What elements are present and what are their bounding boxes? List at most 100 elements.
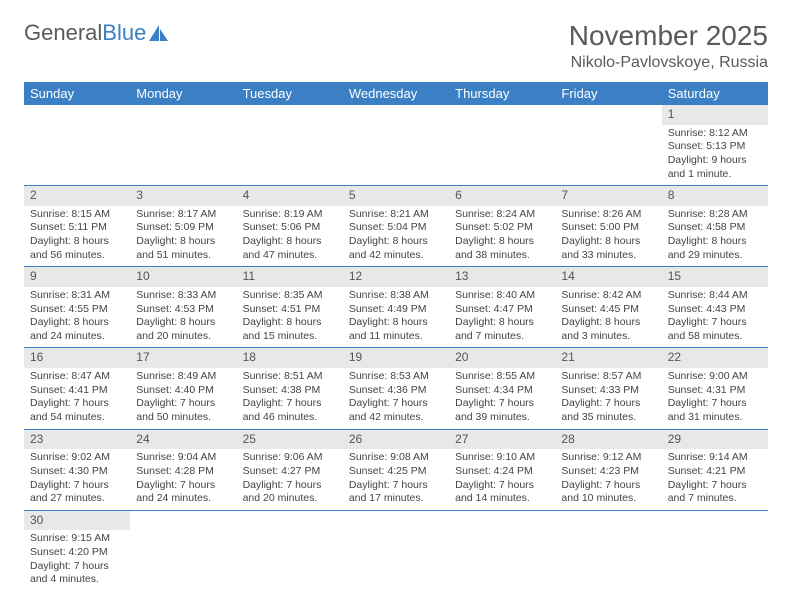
day-details: Sunrise: 9:10 AMSunset: 4:24 PMDaylight:… — [449, 449, 555, 510]
day-details: Sunrise: 8:51 AMSunset: 4:38 PMDaylight:… — [237, 368, 343, 429]
day-details: Sunrise: 9:06 AMSunset: 4:27 PMDaylight:… — [237, 449, 343, 510]
day-number: 2 — [24, 186, 130, 206]
calendar-cell: 9Sunrise: 8:31 AMSunset: 4:55 PMDaylight… — [24, 267, 130, 348]
calendar-row: 9Sunrise: 8:31 AMSunset: 4:55 PMDaylight… — [24, 267, 768, 348]
day-number: 20 — [449, 348, 555, 368]
day-number: 16 — [24, 348, 130, 368]
calendar-cell: 28Sunrise: 9:12 AMSunset: 4:23 PMDayligh… — [555, 429, 661, 510]
weekday-header: Thursday — [449, 82, 555, 105]
day-number: 5 — [343, 186, 449, 206]
day-details: Sunrise: 9:14 AMSunset: 4:21 PMDaylight:… — [662, 449, 768, 510]
day-details: Sunrise: 8:24 AMSunset: 5:02 PMDaylight:… — [449, 206, 555, 267]
calendar-cell: 25Sunrise: 9:06 AMSunset: 4:27 PMDayligh… — [237, 429, 343, 510]
day-number: 7 — [555, 186, 661, 206]
calendar-cell: 1Sunrise: 8:12 AMSunset: 5:13 PMDaylight… — [662, 105, 768, 186]
calendar-cell — [449, 105, 555, 186]
day-details: Sunrise: 9:08 AMSunset: 4:25 PMDaylight:… — [343, 449, 449, 510]
day-details: Sunrise: 8:44 AMSunset: 4:43 PMDaylight:… — [662, 287, 768, 348]
day-number: 15 — [662, 267, 768, 287]
day-details: Sunrise: 8:19 AMSunset: 5:06 PMDaylight:… — [237, 206, 343, 267]
day-number: 1 — [662, 105, 768, 125]
day-number: 21 — [555, 348, 661, 368]
calendar-cell: 12Sunrise: 8:38 AMSunset: 4:49 PMDayligh… — [343, 267, 449, 348]
calendar-cell: 2Sunrise: 8:15 AMSunset: 5:11 PMDaylight… — [24, 186, 130, 267]
day-number: 24 — [130, 430, 236, 450]
location: Nikolo-Pavlovskoye, Russia — [569, 54, 768, 72]
day-number: 10 — [130, 267, 236, 287]
calendar-cell: 10Sunrise: 8:33 AMSunset: 4:53 PMDayligh… — [130, 267, 236, 348]
logo-text-1: General — [24, 20, 102, 46]
calendar-cell: 29Sunrise: 9:14 AMSunset: 4:21 PMDayligh… — [662, 429, 768, 510]
day-number: 11 — [237, 267, 343, 287]
day-number: 30 — [24, 511, 130, 531]
day-number: 22 — [662, 348, 768, 368]
day-details: Sunrise: 9:00 AMSunset: 4:31 PMDaylight:… — [662, 368, 768, 429]
calendar-row: 1Sunrise: 8:12 AMSunset: 5:13 PMDaylight… — [24, 105, 768, 186]
day-details: Sunrise: 9:02 AMSunset: 4:30 PMDaylight:… — [24, 449, 130, 510]
day-details: Sunrise: 8:33 AMSunset: 4:53 PMDaylight:… — [130, 287, 236, 348]
day-number: 27 — [449, 430, 555, 450]
calendar-cell: 3Sunrise: 8:17 AMSunset: 5:09 PMDaylight… — [130, 186, 236, 267]
calendar-cell: 16Sunrise: 8:47 AMSunset: 4:41 PMDayligh… — [24, 348, 130, 429]
calendar-table: SundayMondayTuesdayWednesdayThursdayFrid… — [24, 82, 768, 591]
day-number: 23 — [24, 430, 130, 450]
calendar-cell: 4Sunrise: 8:19 AMSunset: 5:06 PMDaylight… — [237, 186, 343, 267]
day-details: Sunrise: 8:26 AMSunset: 5:00 PMDaylight:… — [555, 206, 661, 267]
calendar-cell — [24, 105, 130, 186]
day-number: 19 — [343, 348, 449, 368]
day-number: 17 — [130, 348, 236, 368]
calendar-cell — [237, 510, 343, 591]
day-details: Sunrise: 8:35 AMSunset: 4:51 PMDaylight:… — [237, 287, 343, 348]
day-details: Sunrise: 8:55 AMSunset: 4:34 PMDaylight:… — [449, 368, 555, 429]
day-details: Sunrise: 8:47 AMSunset: 4:41 PMDaylight:… — [24, 368, 130, 429]
day-number: 8 — [662, 186, 768, 206]
calendar-cell: 15Sunrise: 8:44 AMSunset: 4:43 PMDayligh… — [662, 267, 768, 348]
day-details: Sunrise: 8:31 AMSunset: 4:55 PMDaylight:… — [24, 287, 130, 348]
calendar-cell — [237, 105, 343, 186]
day-number: 12 — [343, 267, 449, 287]
month-title: November 2025 — [569, 20, 768, 52]
calendar-cell: 20Sunrise: 8:55 AMSunset: 4:34 PMDayligh… — [449, 348, 555, 429]
calendar-cell: 26Sunrise: 9:08 AMSunset: 4:25 PMDayligh… — [343, 429, 449, 510]
calendar-row: 2Sunrise: 8:15 AMSunset: 5:11 PMDaylight… — [24, 186, 768, 267]
day-details: Sunrise: 8:42 AMSunset: 4:45 PMDaylight:… — [555, 287, 661, 348]
day-number: 6 — [449, 186, 555, 206]
header: GeneralBlue November 2025 Nikolo-Pavlovs… — [24, 20, 768, 72]
calendar-cell: 17Sunrise: 8:49 AMSunset: 4:40 PMDayligh… — [130, 348, 236, 429]
day-number: 3 — [130, 186, 236, 206]
weekday-header-row: SundayMondayTuesdayWednesdayThursdayFrid… — [24, 82, 768, 105]
calendar-cell: 19Sunrise: 8:53 AMSunset: 4:36 PMDayligh… — [343, 348, 449, 429]
logo: GeneralBlue — [24, 20, 170, 46]
calendar-row: 30Sunrise: 9:15 AMSunset: 4:20 PMDayligh… — [24, 510, 768, 591]
calendar-row: 23Sunrise: 9:02 AMSunset: 4:30 PMDayligh… — [24, 429, 768, 510]
day-details: Sunrise: 8:38 AMSunset: 4:49 PMDaylight:… — [343, 287, 449, 348]
weekday-header: Friday — [555, 82, 661, 105]
day-number: 25 — [237, 430, 343, 450]
calendar-cell: 21Sunrise: 8:57 AMSunset: 4:33 PMDayligh… — [555, 348, 661, 429]
calendar-cell: 30Sunrise: 9:15 AMSunset: 4:20 PMDayligh… — [24, 510, 130, 591]
day-number: 26 — [343, 430, 449, 450]
calendar-cell — [130, 510, 236, 591]
day-number: 28 — [555, 430, 661, 450]
calendar-cell — [662, 510, 768, 591]
day-details: Sunrise: 8:21 AMSunset: 5:04 PMDaylight:… — [343, 206, 449, 267]
weekday-header: Sunday — [24, 82, 130, 105]
day-details: Sunrise: 9:15 AMSunset: 4:20 PMDaylight:… — [24, 530, 130, 591]
day-details: Sunrise: 8:57 AMSunset: 4:33 PMDaylight:… — [555, 368, 661, 429]
calendar-cell: 14Sunrise: 8:42 AMSunset: 4:45 PMDayligh… — [555, 267, 661, 348]
day-details: Sunrise: 9:12 AMSunset: 4:23 PMDaylight:… — [555, 449, 661, 510]
weekday-header: Saturday — [662, 82, 768, 105]
calendar-cell — [130, 105, 236, 186]
calendar-cell: 23Sunrise: 9:02 AMSunset: 4:30 PMDayligh… — [24, 429, 130, 510]
title-block: November 2025 Nikolo-Pavlovskoye, Russia — [569, 20, 768, 72]
calendar-cell — [343, 105, 449, 186]
weekday-header: Monday — [130, 82, 236, 105]
weekday-header: Wednesday — [343, 82, 449, 105]
calendar-cell: 18Sunrise: 8:51 AMSunset: 4:38 PMDayligh… — [237, 348, 343, 429]
calendar-cell: 22Sunrise: 9:00 AMSunset: 4:31 PMDayligh… — [662, 348, 768, 429]
day-number: 9 — [24, 267, 130, 287]
calendar-cell — [555, 105, 661, 186]
logo-text-2: Blue — [102, 20, 146, 46]
weekday-header: Tuesday — [237, 82, 343, 105]
calendar-cell: 5Sunrise: 8:21 AMSunset: 5:04 PMDaylight… — [343, 186, 449, 267]
